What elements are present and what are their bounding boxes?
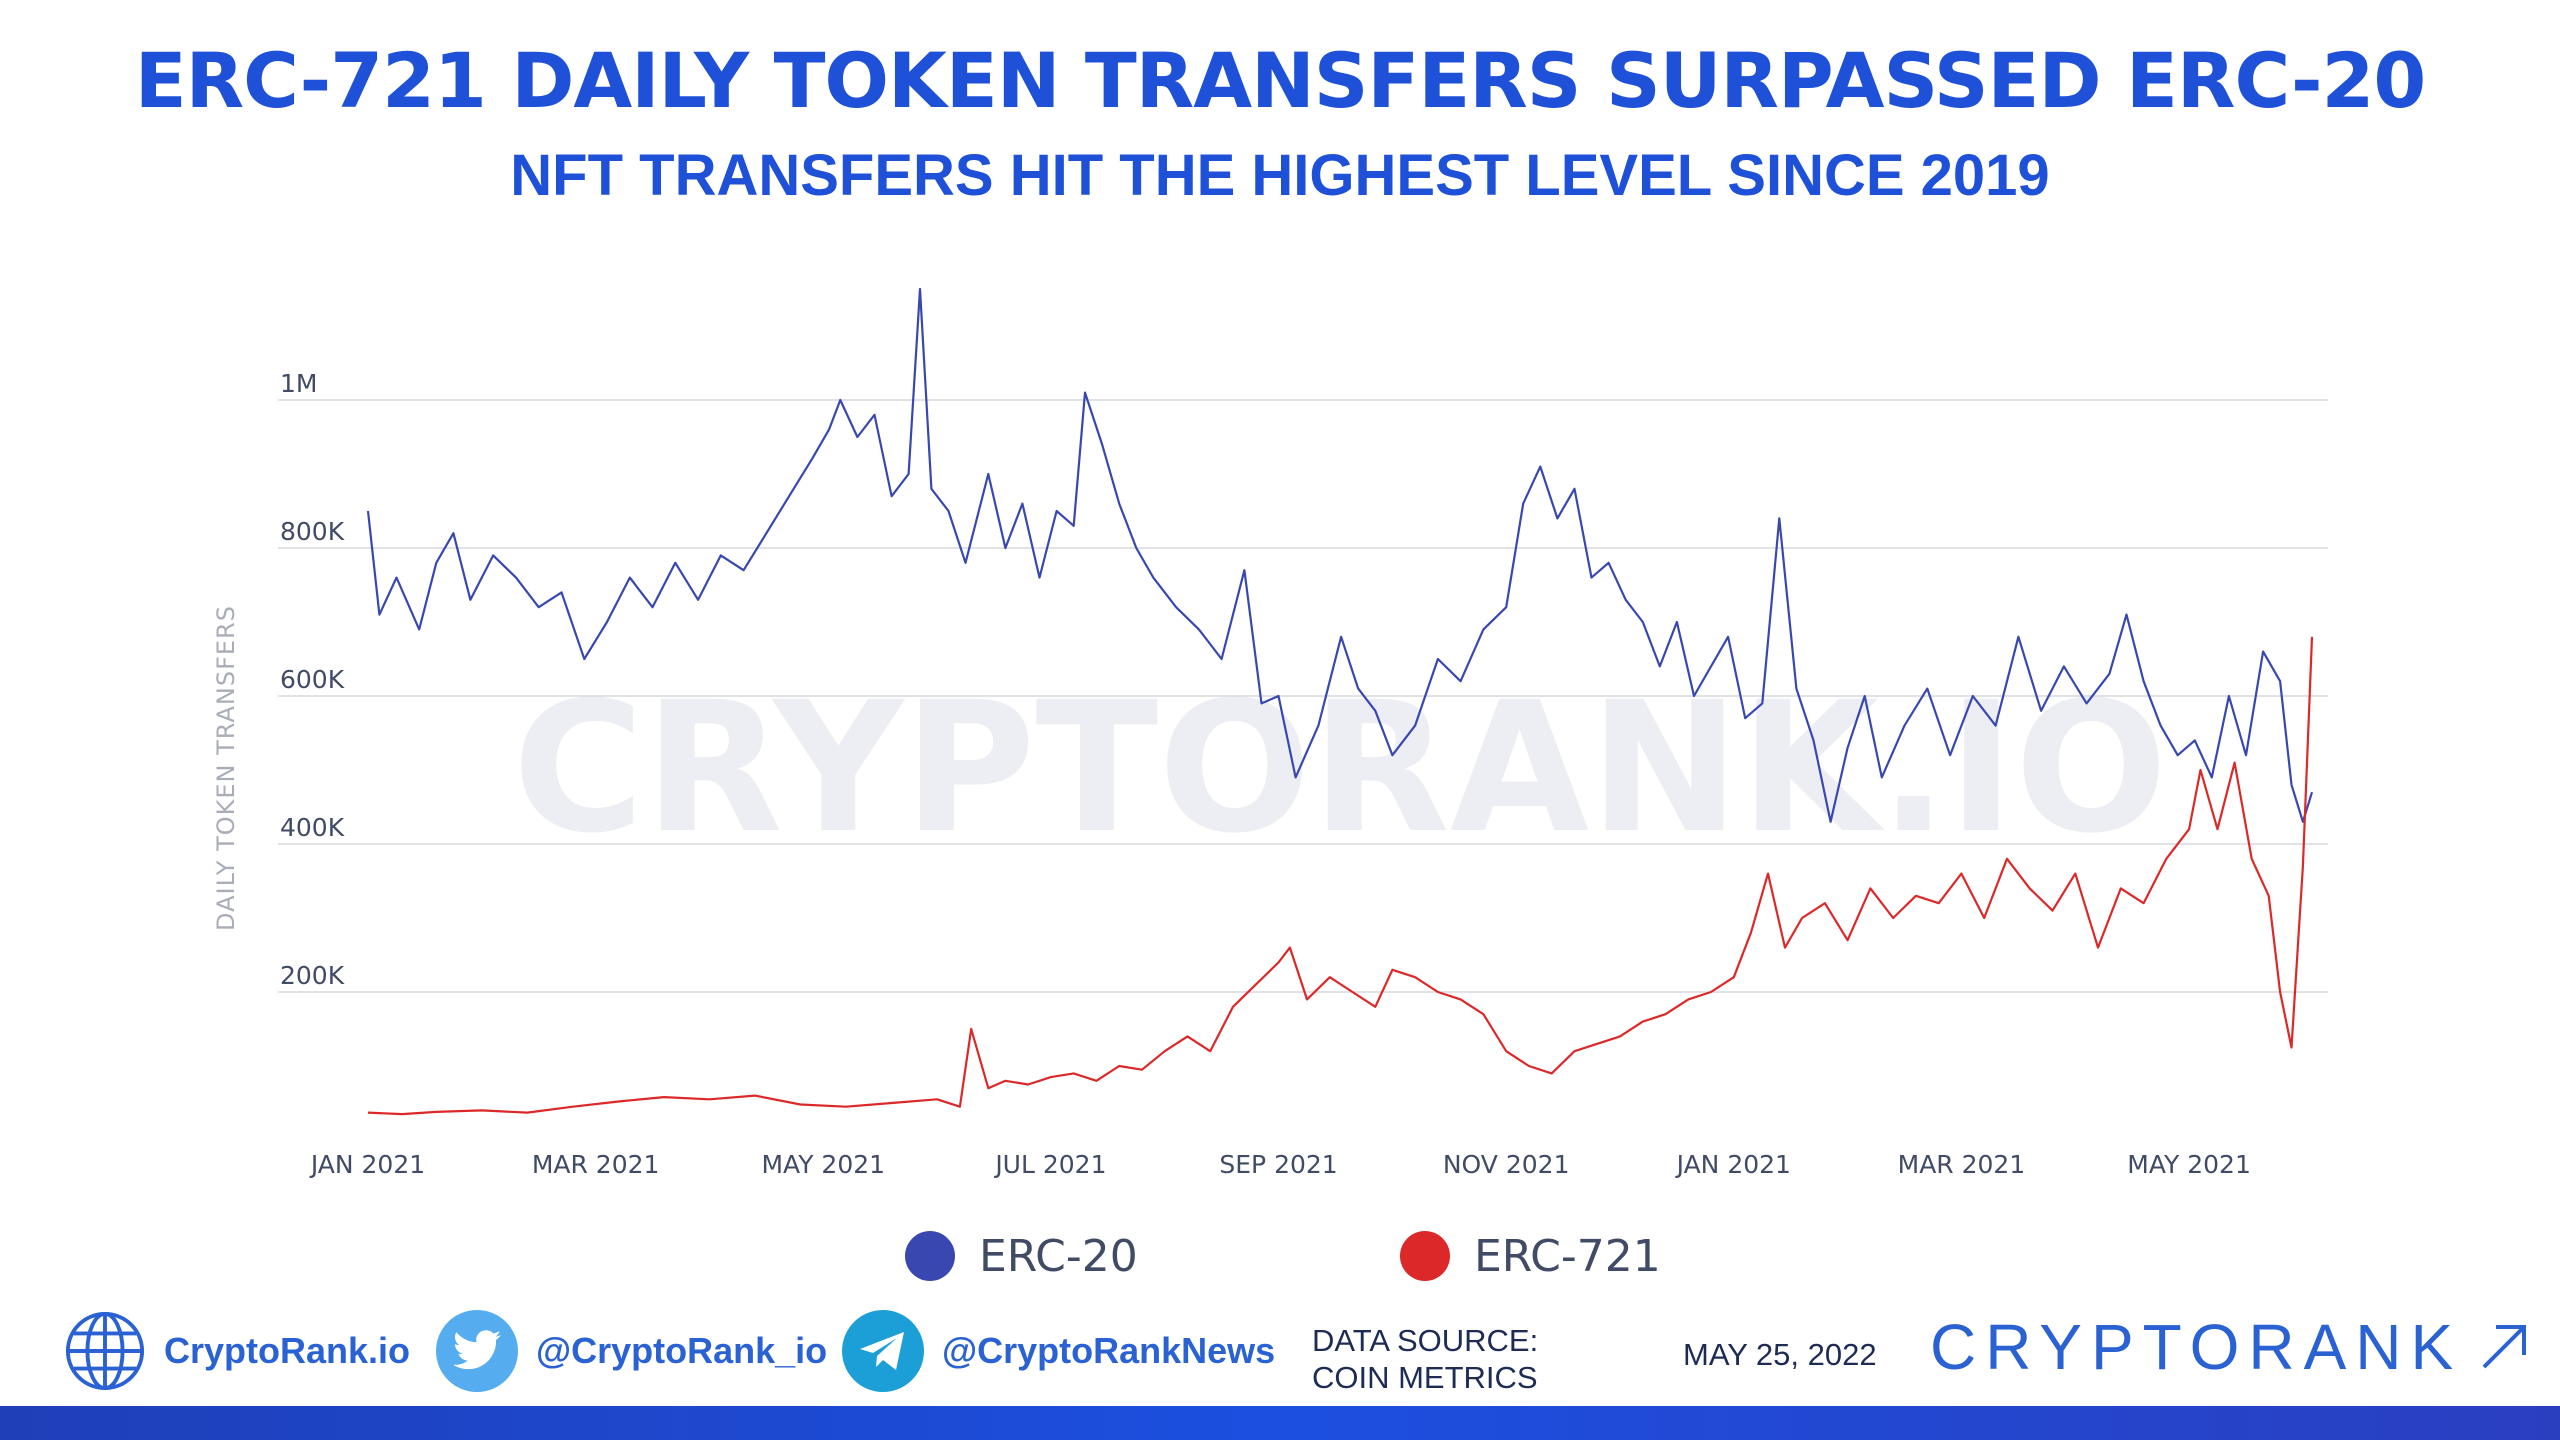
footer-website-link[interactable]: CryptoRank.io xyxy=(64,1306,410,1396)
series-layer xyxy=(366,287,2314,1116)
twitter-icon xyxy=(436,1310,518,1392)
brand-text: CRYPTORANK xyxy=(1930,1311,2463,1383)
data-source-name: COIN METRICS xyxy=(1312,1360,1538,1395)
x-axis: JAN 2021 MAR 2021 MAY 2021 JUL 2021 SEP 2021… xyxy=(309,1150,2251,1179)
publish-date: MAY 25, 2022 xyxy=(1683,1337,1877,1372)
data-source-label: DATA SOURCE: xyxy=(1312,1323,1539,1358)
legend-label-erc721: ERC-721 xyxy=(1474,1230,1661,1282)
chart-subtitle: NFT TRANSFERS HIT THE HIGHEST LEVEL SINC… xyxy=(510,143,2050,208)
footer-telegram-link[interactable]: @CryptoRankNews xyxy=(842,1306,1275,1396)
bottom-bar xyxy=(0,1406,2560,1440)
y-tick-200k: 200K xyxy=(280,961,345,990)
y-tick-600k: 600K xyxy=(280,665,345,694)
y-tick-1m: 1M xyxy=(280,369,317,398)
legend-dot-erc20 xyxy=(905,1231,955,1281)
grid-layer xyxy=(278,399,2328,993)
brand-logo[interactable]: CRYPTORANK xyxy=(1930,1310,2532,1384)
y-tick-800k: 800K xyxy=(280,517,345,546)
x-tick-4: SEP 2021 xyxy=(1219,1150,1337,1179)
y-axis: 200K 400K 600K 800K 1M xyxy=(280,369,345,990)
x-tick-2: MAY 2021 xyxy=(761,1150,885,1179)
legend-dot-erc721 xyxy=(1400,1231,1450,1281)
x-tick-6: JAN 2021 xyxy=(1675,1150,1791,1179)
chart-title: ERC-721 DAILY TOKEN TRANSFERS SURPASSED … xyxy=(134,36,2427,125)
x-tick-8: MAY 2021 xyxy=(2127,1150,2251,1179)
twitter-handle: @CryptoRank_io xyxy=(536,1330,828,1371)
x-tick-7: MAR 2021 xyxy=(1898,1150,2026,1179)
x-tick-5: NOV 2021 xyxy=(1443,1150,1570,1179)
watermark-text: CRYPTORANK.IO xyxy=(512,664,2167,873)
footer-twitter-link[interactable]: @CryptoRank_io xyxy=(436,1306,827,1396)
x-tick-0: JAN 2021 xyxy=(309,1150,425,1179)
legend-item-erc20[interactable]: ERC-20 xyxy=(905,1228,1138,1284)
telegram-icon xyxy=(842,1310,924,1392)
globe-icon xyxy=(64,1310,146,1392)
telegram-handle: @CryptoRankNews xyxy=(942,1330,1276,1371)
series-line-erc-721 xyxy=(367,636,2314,1116)
y-tick-400k: 400K xyxy=(280,813,345,842)
x-tick-1: MAR 2021 xyxy=(532,1150,660,1179)
legend-label-erc20: ERC-20 xyxy=(979,1230,1138,1282)
legend-item-erc721[interactable]: ERC-721 xyxy=(1400,1228,1661,1284)
data-source: DATA SOURCE: COIN METRICS xyxy=(1312,1322,1538,1396)
website-text: CryptoRank.io xyxy=(164,1330,411,1371)
arrow-up-right-icon xyxy=(2482,1325,2527,1369)
x-tick-3: JUL 2021 xyxy=(993,1150,1106,1179)
y-axis-label: DAILY TOKEN TRANSFERS xyxy=(212,605,240,931)
series-line-erc-20 xyxy=(366,287,2314,823)
